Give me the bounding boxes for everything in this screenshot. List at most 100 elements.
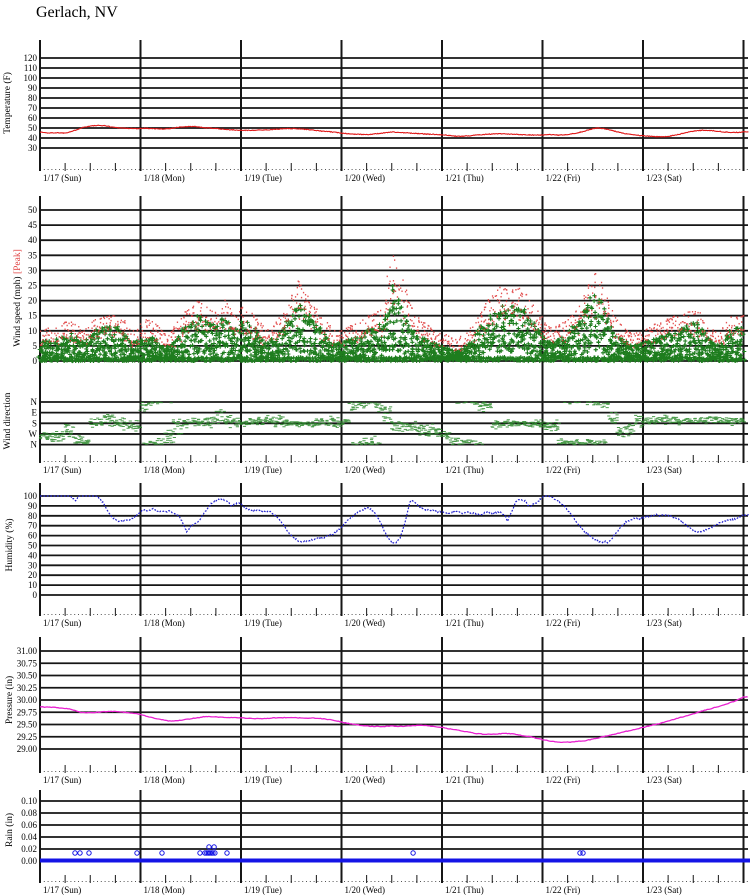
y-tick-label: 70 [28,521,38,531]
rain-event-circle [577,850,583,856]
x-tick-label: 1/21 (Thu) [445,173,484,183]
y-tick-label: 0 [33,356,38,366]
y-tick-label: 60 [28,531,38,541]
x-tick-label: 1/18 (Mon) [144,775,185,785]
y-tick-label: 0.06 [21,820,37,830]
page-title: Gerlach, NV [36,4,118,21]
wind-speed-label: Wind speed (mph) [12,274,23,347]
y-tick-label: 80 [28,511,38,521]
x-tick-label: 1/19 (Tue) [244,465,282,475]
y-tick-label: 30.50 [17,671,38,681]
x-tick-label: 1/21 (Thu) [445,465,484,475]
y-tick-label: 30 [28,560,38,570]
wind-direction-markers [38,401,746,446]
x-tick-label: 1/20 (Wed) [345,618,386,628]
x-tick-label: 1/22 (Fri) [546,465,581,475]
rain-event-circle [211,844,217,850]
x-tick-label: 1/23 (Sat) [646,173,682,183]
humidity-line [40,495,749,544]
y-tick-label: 0.00 [21,856,37,866]
x-axis-row: 1/17 (Sun) 1/18 (Mon) 1/19 (Tue) 1/20 (Wed)… [39,760,750,785]
y-tick-label: 20 [28,570,38,580]
rain-event-circle [210,850,216,856]
x-tick-label: 1/18 (Mon) [144,173,185,183]
x-axis-row: 1/17 (Sun) 1/18 (Mon) 1/19 (Tue) 1/20 (Wed)… [39,450,750,475]
rain-event-circle [410,850,416,856]
x-tick-label: 1/18 (Mon) [144,618,185,628]
y-axis-title-humidity: Humidity (%) [4,518,15,571]
y-tick-label: 90 [28,83,38,93]
x-tick-label: 1/20 (Wed) [345,465,386,475]
y-tick-label: 15 [28,311,38,321]
rain-event-circle [197,850,203,856]
y-tick-label: 100 [24,491,38,501]
y-tick-label: 80 [28,93,38,103]
y-tick-label: 50 [28,541,38,551]
rain-event-circle [206,844,212,850]
x-tick-label: 1/19 (Tue) [244,885,282,895]
y-tick-label: 10 [28,580,38,590]
y-tick-label: 100 [24,73,38,83]
x-tick-label: 1/23 (Sat) [646,465,682,475]
x-tick-label: 1/17 (Sun) [43,465,81,475]
y-tick-label: 29.00 [17,744,38,754]
y-tick-label: 31.00 [17,646,38,656]
y-axis-title-wind-direction: Wind direction [3,392,13,449]
y-tick-label: 50 [28,123,38,133]
y-tick-label: 30.75 [17,658,38,668]
rain-event-circle [72,850,78,856]
y-tick-label: 10 [28,326,38,336]
y-tick-label: 0 [33,590,38,600]
y-tick-label: 50 [28,205,38,215]
x-tick-label: 1/22 (Fri) [546,618,581,628]
y-axis-title-rain: Rain (in) [4,813,15,847]
y-tick-label: 29.25 [17,732,38,742]
y-tick-label: 30.25 [17,683,38,693]
x-axis-row: 1/17 (Sun) 1/18 (Mon) 1/19 (Tue) 1/20 (Wed)… [39,158,750,183]
y-tick-label: 40 [28,550,38,560]
x-tick-label: 1/20 (Wed) [345,775,386,785]
x-tick-label: 1/18 (Mon) [144,885,185,895]
wind-peak-label: [Peak] [13,249,23,274]
x-tick-label: 1/19 (Tue) [244,618,282,628]
y-tick-label: 90 [28,501,38,511]
x-axis-row: 1/17 (Sun) 1/18 (Mon) 1/19 (Tue) 1/20 (Wed)… [39,603,750,628]
x-tick-label: 1/20 (Wed) [345,173,386,183]
x-tick-label: 1/19 (Tue) [244,775,282,785]
wind-avg-markers [36,284,747,364]
y-tick-label: 110 [24,63,38,73]
temperature-line [39,124,749,138]
y-axis-title-pressure: Pressure (in) [4,676,15,724]
y-tick-label: 0.04 [21,832,37,842]
x-tick-label: 1/21 (Thu) [445,775,484,785]
y-tick-label-dir: S [32,418,37,428]
x-tick-label: 1/17 (Sun) [43,885,81,895]
y-tick-label: 30.00 [17,695,38,705]
y-axis-title-wind-speed: Wind speed (mph) [Peak] [12,249,23,347]
y-tick-label: 45 [28,220,38,230]
rain-event-circle [212,850,218,856]
gridlines [39,40,748,870]
x-tick-label: 1/17 (Sun) [43,173,81,183]
wind-peak-markers [39,255,745,352]
rain-event-circle [207,850,213,856]
x-tick-label: 1/21 (Thu) [445,885,484,895]
x-tick-label: 1/22 (Fri) [546,775,581,785]
y-tick-label-dir: E [32,408,38,418]
y-tick-label-dir: N [31,397,38,407]
x-tick-label: 1/21 (Thu) [445,618,484,628]
y-axis-labels: 1201101009080706050403050454035302520151… [17,53,38,866]
x-tick-label: 1/23 (Sat) [646,618,682,628]
rain-event-circle [86,850,92,856]
x-tick-label: 1/19 (Tue) [244,173,282,183]
y-tick-label: 120 [24,53,38,63]
x-tick-label: 1/23 (Sat) [646,885,682,895]
y-tick-label: 60 [28,113,38,123]
y-tick-label: 0.10 [21,796,37,806]
y-tick-label: 30 [28,143,38,153]
x-tick-label: 1/22 (Fri) [546,885,581,895]
y-tick-label-dir: N [31,440,38,450]
rain-event-circle [580,850,586,856]
y-tick-label: 20 [28,296,38,306]
